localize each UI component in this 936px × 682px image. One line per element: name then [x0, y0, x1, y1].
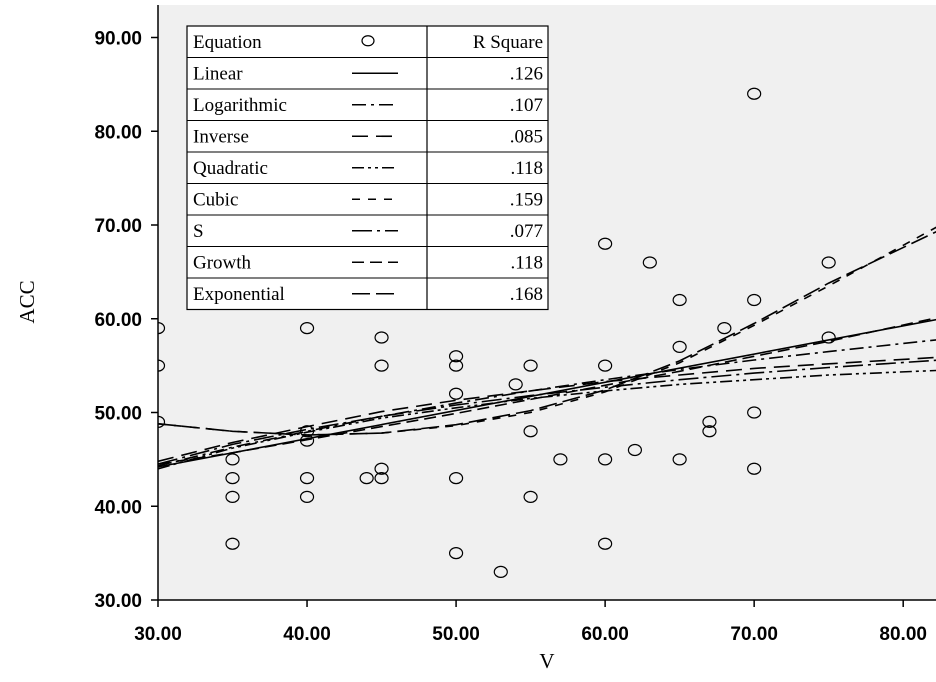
legend-r-square-exponential: .168 [510, 284, 543, 305]
y-tick-label: 70.00 [94, 216, 142, 237]
legend-header-r-square: R Square [473, 32, 543, 53]
legend-r-square-inverse: .085 [510, 126, 543, 147]
y-tick-label: 60.00 [94, 310, 142, 331]
legend-label-cubic: Cubic [193, 189, 238, 210]
legend-label-linear: Linear [193, 63, 243, 84]
x-tick-label: 70.00 [730, 624, 778, 645]
y-tick-label: 80.00 [94, 122, 142, 143]
legend-label-quadratic: Quadratic [193, 158, 268, 179]
y-axis-title: ACC [15, 280, 39, 323]
legend-label-inverse: Inverse [193, 126, 249, 147]
x-axis-title: V [539, 649, 554, 673]
legend-r-square-logarithmic: .107 [510, 95, 543, 116]
y-tick-label: 50.00 [94, 404, 142, 425]
legend-r-square-growth: .118 [510, 252, 543, 273]
legend-label-growth: Growth [193, 252, 252, 273]
legend-r-square-s: .077 [510, 221, 543, 242]
x-tick-label: 80.00 [879, 624, 927, 645]
legend: Equation R Square Linear .126 Logarithmic .10… [187, 26, 548, 310]
legend-header-equation: Equation [193, 32, 262, 53]
x-tick-label: 30.00 [134, 624, 182, 645]
legend-r-square-quadratic: .118 [510, 158, 543, 179]
legend-label-exponential: Exponential [193, 284, 285, 305]
legend-r-square-cubic: .159 [510, 189, 543, 210]
legend-r-square-linear: .126 [510, 63, 543, 84]
y-tick-label: 30.00 [94, 591, 142, 612]
x-tick-label: 40.00 [283, 624, 331, 645]
y-tick-label: 90.00 [94, 29, 142, 50]
x-tick-label: 60.00 [581, 624, 629, 645]
legend-label-logarithmic: Logarithmic [193, 95, 287, 116]
x-tick-label: 50.00 [432, 624, 480, 645]
legend-label-s: S [193, 221, 204, 242]
y-tick-label: 40.00 [94, 497, 142, 518]
